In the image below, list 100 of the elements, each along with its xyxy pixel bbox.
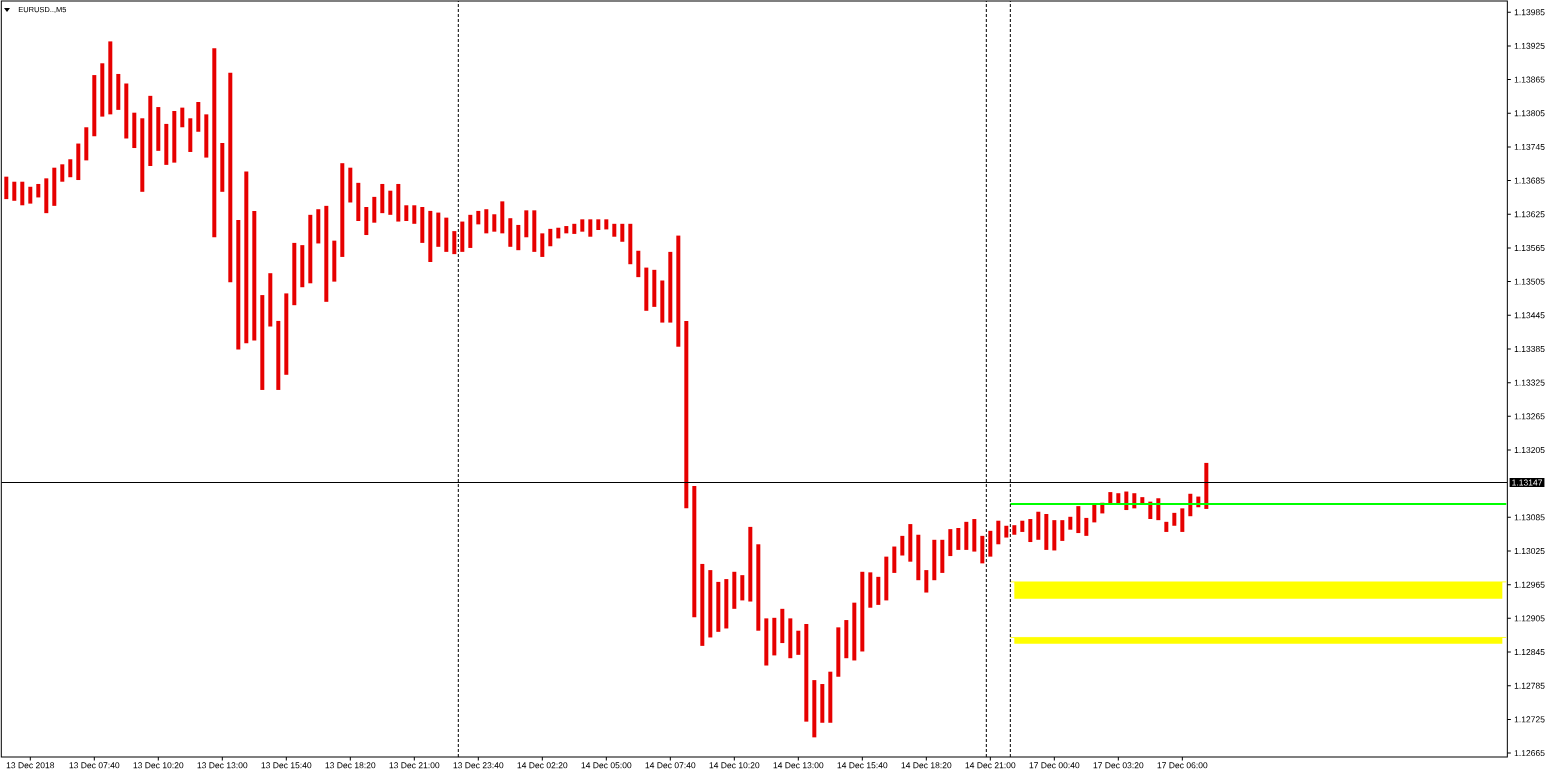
bar <box>300 245 305 288</box>
bar <box>284 293 289 375</box>
bar <box>132 112 137 149</box>
bar <box>364 206 369 236</box>
bar <box>612 223 617 237</box>
bar <box>916 534 921 581</box>
x-tick-label: 13 Dec 10:20 <box>133 762 184 769</box>
bar <box>396 183 401 222</box>
bar <box>180 107 185 128</box>
y-tick-label: 1.12725 <box>1514 716 1545 723</box>
bar <box>308 214 313 284</box>
bar <box>1012 525 1017 535</box>
bar <box>1060 520 1065 541</box>
bar <box>148 95 153 166</box>
y-tick-label: 1.13325 <box>1514 379 1545 386</box>
bar <box>756 544 761 631</box>
bar <box>20 181 25 206</box>
bar <box>692 485 697 618</box>
bar <box>508 218 513 247</box>
y-tick-label: 1.13625 <box>1514 211 1545 218</box>
bar <box>124 83 129 139</box>
bar <box>516 224 521 251</box>
x-tick-label: 17 Dec 00:40 <box>1029 762 1080 769</box>
bar <box>1164 521 1169 532</box>
bar <box>900 535 905 556</box>
bar <box>276 320 281 390</box>
bar <box>844 620 849 659</box>
bar <box>564 226 569 234</box>
bar <box>620 223 625 242</box>
x-tick-label: 14 Dec 15:40 <box>837 762 888 769</box>
y-tick-label: 1.12845 <box>1514 649 1545 656</box>
bar <box>140 118 145 192</box>
bar <box>468 214 473 248</box>
bar <box>652 269 657 307</box>
bar <box>268 273 273 327</box>
bar <box>764 618 769 666</box>
bar <box>836 627 841 677</box>
bar <box>452 231 457 255</box>
bar <box>580 219 585 232</box>
bar <box>1116 493 1121 504</box>
y-tick-label: 1.13205 <box>1514 446 1545 454</box>
bar <box>372 196 377 223</box>
bar <box>1140 497 1145 504</box>
bar <box>12 181 17 201</box>
bar <box>628 223 633 265</box>
x-tick-label: 13 Dec 15:40 <box>261 762 312 769</box>
bar <box>1076 506 1081 534</box>
bar <box>700 563 705 646</box>
y-tick-label: 1.13865 <box>1514 76 1545 83</box>
bar <box>1036 511 1041 540</box>
y-tick-label: 1.12905 <box>1514 615 1545 622</box>
bar <box>228 72 233 283</box>
bar <box>380 183 385 214</box>
bar <box>556 227 561 239</box>
bar <box>724 579 729 629</box>
bar <box>796 630 801 655</box>
x-tick-label: 13 Dec 21:00 <box>389 762 440 769</box>
bar <box>340 163 345 257</box>
bar <box>84 127 89 161</box>
y-tick-label: 1.13265 <box>1514 413 1545 420</box>
bar <box>164 123 169 165</box>
bar <box>316 209 321 244</box>
x-tick-label: 13 Dec 23:40 <box>453 762 504 769</box>
bar <box>644 267 649 311</box>
bar <box>732 571 737 609</box>
bar <box>172 111 177 163</box>
bar <box>940 539 945 573</box>
bar <box>924 570 929 593</box>
bar <box>436 212 441 247</box>
x-tick-label: 13 Dec 13:00 <box>197 762 248 769</box>
bar <box>412 205 417 224</box>
bar <box>820 684 825 723</box>
bar <box>932 539 937 581</box>
bar <box>780 608 785 644</box>
x-tick-label: 14 Dec 02:20 <box>517 762 568 769</box>
bar <box>1156 498 1161 521</box>
bar <box>28 186 33 204</box>
bar <box>740 575 745 601</box>
bar <box>596 219 601 230</box>
bar <box>476 210 481 225</box>
y-tick-label: 1.13445 <box>1514 312 1545 319</box>
y-tick-label: 1.13745 <box>1514 143 1545 150</box>
bar <box>684 320 689 509</box>
bar <box>156 107 161 151</box>
bar <box>1092 503 1097 523</box>
bar <box>708 570 713 638</box>
bar <box>116 73 121 110</box>
bar <box>36 183 41 198</box>
y-tick-label: 1.12965 <box>1514 581 1545 588</box>
bar <box>444 217 449 252</box>
bar <box>212 48 217 238</box>
bar <box>52 167 57 206</box>
bar <box>956 528 961 550</box>
bar <box>500 201 505 234</box>
x-tick-label: 14 Dec 13:00 <box>773 762 824 769</box>
bar <box>908 524 913 562</box>
bar <box>788 618 793 659</box>
y-tick-label: 1.13805 <box>1514 110 1545 117</box>
y-tick-label: 1.13565 <box>1514 244 1545 251</box>
bar <box>100 63 105 117</box>
